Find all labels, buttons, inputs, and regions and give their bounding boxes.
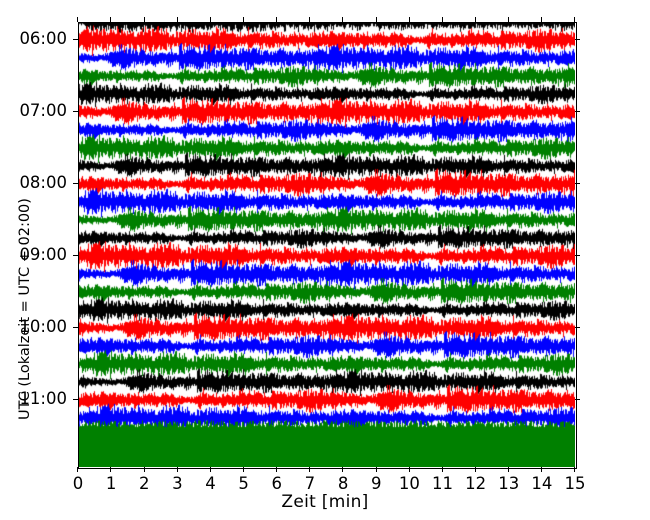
x-tick-top-5 bbox=[243, 17, 245, 22]
x-tick-label-10: 10 bbox=[398, 474, 420, 493]
x-tick-top-0 bbox=[77, 17, 79, 22]
x-tick-top-14 bbox=[541, 17, 543, 22]
x-tick-top-13 bbox=[508, 17, 510, 22]
x-tick-label-6: 6 bbox=[271, 474, 283, 493]
x-tick-label-13: 13 bbox=[498, 474, 520, 493]
x-tick-1 bbox=[110, 467, 112, 472]
x-tick-label-4: 4 bbox=[205, 474, 216, 493]
x-tick-label-2: 2 bbox=[139, 474, 150, 493]
x-tick-13 bbox=[508, 467, 510, 472]
x-tick-top-3 bbox=[176, 17, 178, 22]
x-axis-label: Zeit [min] bbox=[281, 492, 369, 512]
x-tick-top-11 bbox=[441, 17, 443, 22]
y-tick-right-09:00 bbox=[575, 255, 580, 257]
x-tick-10 bbox=[408, 467, 410, 472]
y-tick-11:00 bbox=[73, 399, 78, 401]
x-tick-top-6 bbox=[276, 17, 278, 22]
y-axis-label: UTC (Lokalzeit = UTC + 02:00) bbox=[17, 198, 33, 420]
seismogram-traces-canvas bbox=[78, 22, 575, 467]
x-tick-top-8 bbox=[342, 17, 344, 22]
y-tick-right-06:00 bbox=[575, 39, 580, 41]
y-tick-label-11:00: 11:00 bbox=[19, 389, 67, 408]
x-tick-label-5: 5 bbox=[238, 474, 249, 493]
x-tick-14 bbox=[541, 467, 543, 472]
x-tick-label-9: 9 bbox=[370, 474, 382, 493]
y-tick-08:00 bbox=[73, 183, 78, 185]
x-tick-label-14: 14 bbox=[531, 474, 553, 493]
y-tick-label-10:00: 10:00 bbox=[19, 317, 67, 336]
y-tick-07:00 bbox=[73, 111, 78, 113]
x-tick-15 bbox=[574, 467, 576, 472]
y-tick-right-08:00 bbox=[575, 183, 580, 185]
x-tick-top-9 bbox=[375, 17, 377, 22]
x-tick-8 bbox=[342, 467, 344, 472]
x-tick-label-7: 7 bbox=[304, 474, 316, 493]
y-tick-label-07:00: 07:00 bbox=[19, 101, 67, 120]
x-tick-top-7 bbox=[309, 17, 311, 22]
x-tick-top-1 bbox=[110, 17, 112, 22]
y-tick-label-08:00: 08:00 bbox=[19, 173, 67, 192]
plot-area bbox=[78, 22, 575, 467]
x-tick-12 bbox=[474, 467, 476, 472]
x-tick-label-0: 0 bbox=[72, 474, 84, 493]
x-tick-6 bbox=[276, 467, 278, 472]
x-tick-11 bbox=[441, 467, 443, 472]
y-tick-right-07:00 bbox=[575, 111, 580, 113]
x-tick-5 bbox=[243, 467, 245, 472]
x-tick-top-10 bbox=[408, 17, 410, 22]
x-tick-2 bbox=[143, 467, 145, 472]
y-tick-label-09:00: 09:00 bbox=[19, 245, 67, 264]
x-tick-4 bbox=[209, 467, 211, 472]
y-tick-label-06:00: 06:00 bbox=[19, 29, 67, 48]
x-tick-0 bbox=[77, 467, 79, 472]
y-tick-10:00 bbox=[73, 327, 78, 329]
x-tick-top-4 bbox=[209, 17, 211, 22]
y-tick-right-11:00 bbox=[575, 399, 580, 401]
y-tick-09:00 bbox=[73, 255, 78, 257]
x-tick-label-11: 11 bbox=[431, 474, 453, 493]
x-tick-top-2 bbox=[143, 17, 145, 22]
x-tick-7 bbox=[309, 467, 311, 472]
x-tick-top-15 bbox=[574, 17, 576, 22]
x-tick-label-1: 1 bbox=[105, 474, 117, 493]
x-tick-label-15: 15 bbox=[564, 474, 586, 493]
x-tick-label-3: 3 bbox=[172, 474, 183, 493]
y-tick-right-10:00 bbox=[575, 327, 580, 329]
x-tick-top-12 bbox=[474, 17, 476, 22]
x-tick-3 bbox=[176, 467, 178, 472]
x-tick-label-12: 12 bbox=[465, 474, 487, 493]
x-tick-9 bbox=[375, 467, 377, 472]
y-tick-06:00 bbox=[73, 39, 78, 41]
x-tick-label-8: 8 bbox=[337, 474, 349, 493]
